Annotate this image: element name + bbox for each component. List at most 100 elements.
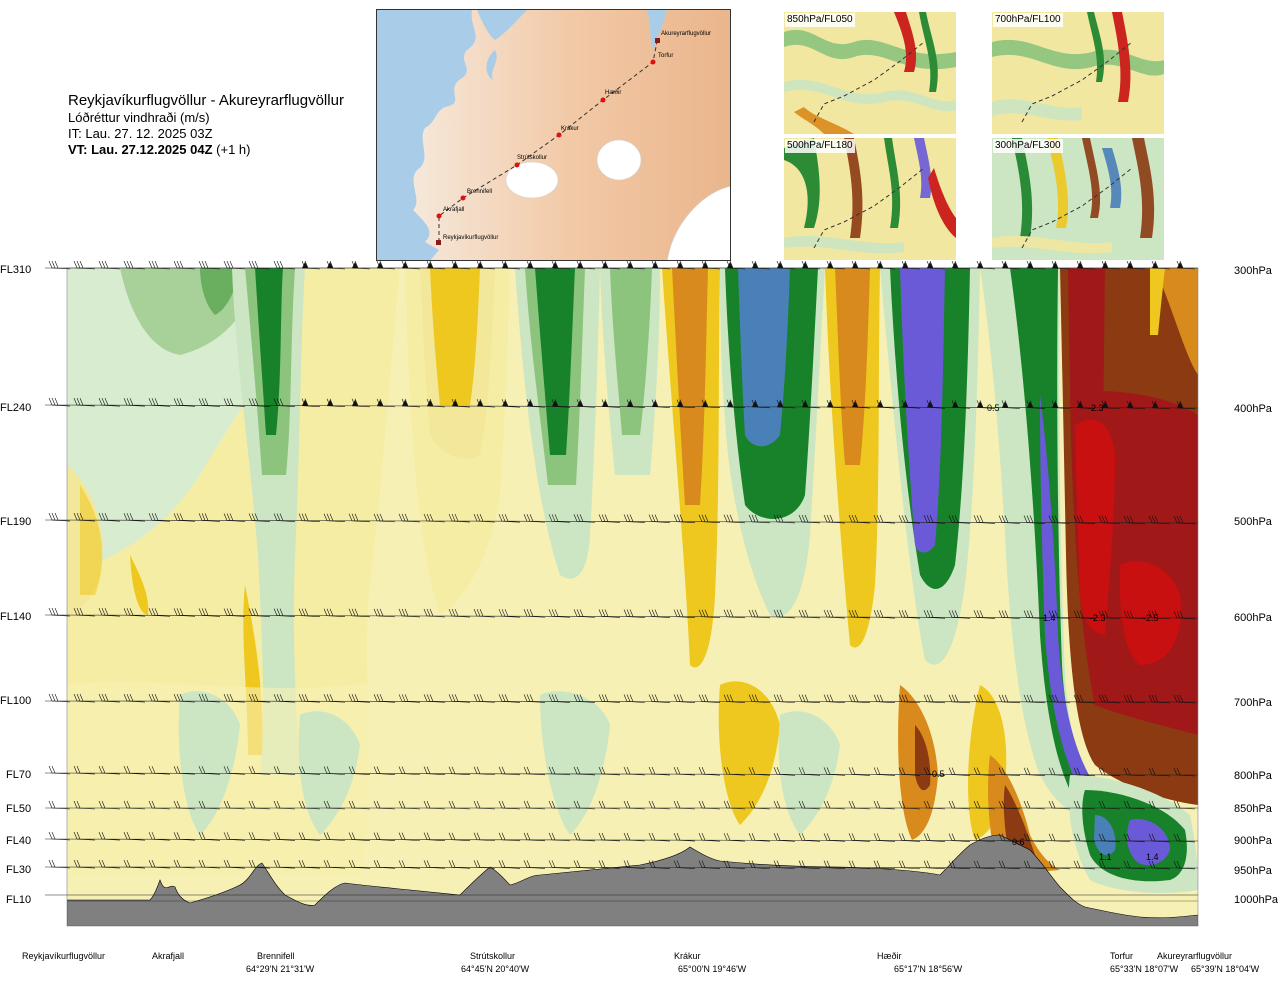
waypoint-coord: 65°39'N 18°04'W [1191, 964, 1260, 974]
wind-barb [1023, 610, 1046, 619]
wind-barb [298, 766, 321, 775]
wind-barb [426, 398, 446, 408]
wind-barb [223, 513, 246, 522]
wind-barb [976, 260, 996, 270]
wind-barb [1123, 694, 1146, 704]
waypoint-label: Akureyrarflugvöllur [1157, 951, 1233, 961]
wind-barb [123, 859, 146, 869]
wind-barb [648, 609, 671, 618]
wind-barb [398, 800, 421, 810]
thumbnail-300[interactable]: 300hPa/FL300 [992, 138, 1164, 260]
wind-barb [348, 513, 371, 523]
wind-barb [598, 609, 621, 618]
wind-barb [526, 260, 546, 270]
wind-barb [401, 398, 421, 408]
wind-barb [723, 767, 746, 776]
wind-barb [523, 514, 546, 523]
wind-barb [501, 399, 521, 408]
wind-barb [173, 859, 196, 869]
wind-barb [273, 398, 296, 407]
wind-barb [1076, 400, 1096, 409]
wind-barb [898, 833, 921, 842]
wind-barb [773, 609, 796, 619]
wind-barb [351, 260, 371, 270]
wind-barb [448, 832, 471, 842]
wind-barb [773, 860, 796, 869]
wind-barb [1123, 767, 1146, 777]
wind-barb [498, 832, 521, 842]
wind-barb [501, 260, 521, 270]
wind-barb [626, 260, 646, 270]
wind-barb [798, 694, 821, 703]
wind-barb [923, 694, 946, 704]
wind-barb [523, 609, 546, 618]
wind-barb [348, 860, 371, 869]
wind-barbs [48, 260, 1196, 870]
wind-barb [1148, 694, 1171, 704]
wind-barb [598, 800, 621, 810]
wind-barb [723, 514, 746, 524]
wind-barb [1126, 400, 1146, 410]
wind-barb [923, 767, 946, 776]
wind-barb [223, 766, 246, 775]
map-waypoint-label: Torfur [658, 53, 673, 59]
wind-barb [148, 832, 171, 841]
wind-barb [898, 694, 921, 704]
wind-barb [673, 800, 696, 810]
wind-barb [526, 399, 546, 408]
wind-barb [448, 800, 471, 810]
thumbnail-850[interactable]: 850hPa/FL050 [784, 12, 956, 134]
wind-barb [323, 766, 346, 775]
wind-barb [748, 609, 771, 619]
wind-barb [901, 260, 921, 270]
wind-barb [823, 833, 846, 842]
wind-barb [398, 860, 421, 869]
wind-barb [823, 860, 846, 869]
wind-barb [823, 609, 846, 619]
wind-barb [1098, 515, 1121, 525]
fl-label: FL40 [6, 835, 32, 847]
wind-barb [1073, 860, 1096, 870]
wind-barb [173, 260, 196, 270]
wind-barb [473, 609, 496, 618]
wind-barb [273, 860, 296, 869]
contour-label: 1.4 [1043, 613, 1056, 623]
thumbnail-300-graphic [992, 138, 1164, 260]
thumbnail-850-graphic [784, 12, 956, 134]
thumbnail-500[interactable]: 500hPa/FL180 [784, 138, 956, 260]
wind-barb [923, 800, 946, 810]
thumbnail-700[interactable]: 700hPa/FL100 [992, 12, 1164, 134]
wind-barb [948, 833, 971, 842]
wind-barb [123, 608, 146, 617]
wind-barb [426, 260, 446, 270]
contour-label: 0.6 [1012, 837, 1025, 847]
wind-barb [323, 608, 346, 618]
fl-label: FL140 [0, 611, 32, 623]
wind-barb [973, 800, 996, 810]
wind-barb [1023, 515, 1046, 524]
wind-barb [98, 513, 121, 522]
wind-barb [373, 608, 396, 618]
wind-barb [348, 766, 371, 775]
wind-barb [626, 399, 646, 408]
wind-barb [723, 694, 746, 703]
wind-barb [898, 767, 921, 776]
wind-barb [298, 860, 321, 869]
fl-label: FL10 [6, 894, 32, 906]
wind-barb [373, 800, 396, 810]
wind-barb [1073, 610, 1096, 619]
wind-barb [451, 260, 471, 270]
wind-barb [148, 693, 171, 703]
valid-time-bold: VT: Lau. 27.12.2025 04Z [68, 142, 213, 157]
wind-barb [123, 513, 146, 522]
wind-barb [73, 693, 96, 703]
wind-barb [1148, 515, 1171, 525]
wind-barb [123, 800, 146, 810]
wind-barb [923, 515, 946, 524]
waypoint-coord: 65°17'N 18°56'W [894, 964, 963, 974]
wind-barb [998, 515, 1021, 524]
wind-barb [923, 860, 946, 870]
wind-barb [701, 260, 721, 270]
contour-label: 1.4 [1146, 852, 1159, 862]
route-title: Reykjavíkurflugvöllur - Akureyrarflugvöl… [68, 92, 344, 109]
